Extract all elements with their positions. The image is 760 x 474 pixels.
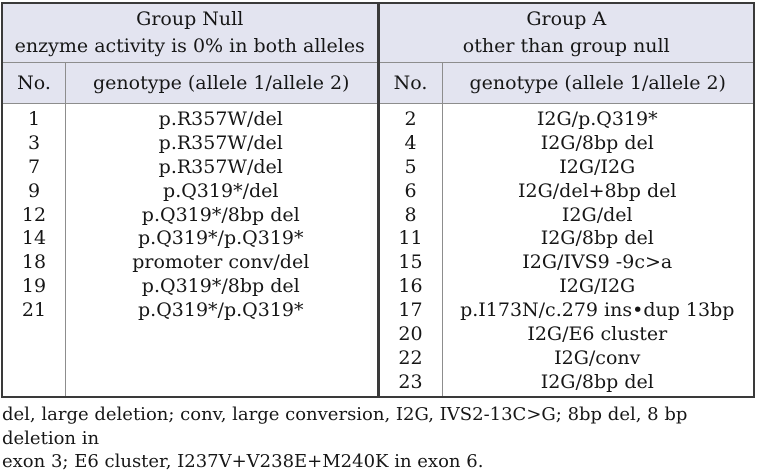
- table-row: 4 I2G/8bp del: [380, 132, 754, 156]
- row-genotype: p.R357W/del: [158, 155, 283, 178]
- column-divider: [65, 104, 66, 396]
- row-genotype: p.Q319*/8bp del: [141, 275, 300, 298]
- footnote-line-1: del, large deletion; conv, large convers…: [2, 404, 688, 449]
- row-number: 22: [398, 346, 423, 369]
- row-genotype: p.I173N/c.279 ins•dup 13bp: [460, 299, 735, 322]
- row-number: 9: [27, 179, 41, 202]
- row-number: 8: [404, 203, 417, 226]
- table-row: 20 I2G/E6 cluster: [380, 323, 754, 347]
- row-genotype: p.Q319*/8bp del: [141, 203, 300, 226]
- row-number: 17: [398, 299, 423, 322]
- row-number: 18: [21, 251, 47, 274]
- row-genotype: I2G/del: [561, 203, 633, 226]
- group-null-body: 1 p.R357W/del 3 p.R357W/del 7 p.R357W/de…: [3, 104, 377, 396]
- column-divider: [441, 104, 443, 396]
- row-genotype: p.Q319*/p.Q319*: [138, 227, 304, 250]
- group-null-column-header: No. genotype (allele 1/allele 2): [3, 63, 377, 104]
- table-row: 2 I2G/p.Q319*: [380, 108, 754, 132]
- group-a-title: Group A: [526, 8, 607, 30]
- table-row: 18 promoter conv/del: [3, 251, 377, 275]
- table-row: 17 p.I173N/c.279 ins•dup 13bp: [380, 299, 754, 323]
- column-header-no: No.: [3, 63, 66, 103]
- row-number: 15: [398, 251, 423, 274]
- table-row: 16 I2G/I2G: [380, 275, 754, 299]
- group-null-panel: Group Null enzyme activity is 0% in both…: [3, 4, 380, 396]
- table-row: 8 I2G/del: [380, 204, 754, 228]
- row-number: 6: [404, 179, 417, 202]
- row-genotype: I2G/del+8bp del: [517, 179, 677, 202]
- row-genotype: I2G/I2G: [559, 155, 636, 178]
- column-header-no: No.: [380, 63, 443, 103]
- group-a-header: Group A other than group null: [379, 4, 753, 63]
- row-genotype: p.Q319*/del: [163, 179, 279, 202]
- row-number: 19: [21, 275, 47, 298]
- footnote-line-2: exon 3; E6 cluster, I237V+V238E+M240K in…: [2, 451, 484, 472]
- row-genotype: promoter conv/del: [132, 251, 310, 274]
- table-row: 3 p.R357W/del: [3, 132, 377, 156]
- group-a-column-header: No. genotype (allele 1/allele 2): [379, 63, 753, 104]
- column-header-genotype: genotype (allele 1/allele 2): [93, 72, 350, 94]
- group-null-header: Group Null enzyme activity is 0% in both…: [3, 4, 377, 63]
- row-genotype: p.Q319*/p.Q319*: [138, 299, 304, 322]
- row-genotype: p.R357W/del: [158, 131, 283, 154]
- table-row: 12 p.Q319*/8bp del: [3, 204, 377, 228]
- row-number: 20: [398, 323, 423, 346]
- row-number: 16: [398, 275, 423, 298]
- row-number: 14: [21, 227, 47, 250]
- row-genotype: I2G/IVS9 -9c>a: [522, 251, 673, 274]
- column-header-genotype: genotype (allele 1/allele 2): [469, 72, 726, 94]
- table-row: 6 I2G/del+8bp del: [380, 180, 754, 204]
- row-number: 5: [404, 155, 417, 178]
- table-row: 21 p.Q319*/p.Q319*: [3, 299, 377, 323]
- row-genotype: I2G/E6 cluster: [527, 323, 668, 346]
- group-null-title: Group Null: [136, 8, 244, 30]
- table-row: 22 I2G/conv: [380, 347, 754, 371]
- row-genotype: p.R357W/del: [158, 108, 283, 130]
- group-a-body: 2 I2G/p.Q319* 4 I2G/8bp del 5 I2G/I2G 6 …: [380, 104, 754, 396]
- table-row: 7 p.R357W/del: [3, 156, 377, 180]
- group-a-subtitle: other than group null: [462, 35, 670, 57]
- table-row: 14 p.Q319*/p.Q319*: [3, 227, 377, 251]
- table-row: 1 p.R357W/del: [3, 108, 377, 132]
- group-null-subtitle: enzyme activity is 0% in both alleles: [14, 35, 365, 57]
- row-genotype: I2G/8bp del: [540, 227, 654, 250]
- row-number: 3: [27, 131, 41, 154]
- table-row: 15 I2G/IVS9 -9c>a: [380, 251, 754, 275]
- row-genotype: I2G/8bp del: [540, 370, 654, 393]
- table-row: 11 I2G/8bp del: [380, 227, 754, 251]
- row-number: 11: [398, 227, 423, 250]
- group-a-panel: Group A other than group null No. genoty…: [379, 4, 754, 396]
- table-row: 5 I2G/I2G: [380, 156, 754, 180]
- row-genotype: I2G/I2G: [559, 275, 636, 298]
- row-number: 1: [27, 108, 41, 130]
- row-genotype: I2G/8bp del: [540, 131, 654, 154]
- row-genotype: I2G/p.Q319*: [536, 108, 658, 130]
- row-number: 4: [404, 131, 417, 154]
- table-row: 23 I2G/8bp del: [380, 371, 754, 395]
- table-row: 19 p.Q319*/8bp del: [3, 275, 377, 299]
- row-number: 21: [21, 299, 47, 322]
- row-number: 2: [404, 108, 417, 130]
- row-number: 7: [27, 155, 41, 178]
- table-footnote: del, large deletion; conv, large convers…: [2, 403, 758, 474]
- table-row: 9 p.Q319*/del: [3, 180, 377, 204]
- genotype-table: Group Null enzyme activity is 0% in both…: [1, 2, 755, 398]
- row-genotype: I2G/conv: [554, 346, 641, 369]
- row-number: 23: [398, 370, 423, 393]
- row-number: 12: [21, 203, 47, 226]
